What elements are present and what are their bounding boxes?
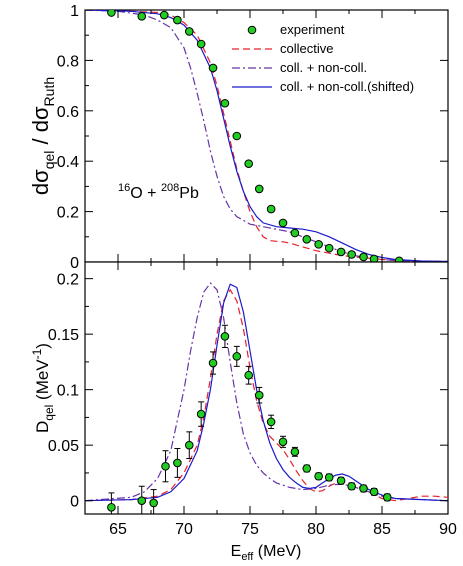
bottom-series-coll-non-coll-shifted- xyxy=(85,283,448,502)
bottom-experiment-point xyxy=(220,332,230,341)
bottom-experiment-point xyxy=(208,358,218,368)
top-ytick-label: 0.8 xyxy=(57,53,79,70)
bottom-experiment-point xyxy=(173,458,182,468)
bottom-experiment-point xyxy=(232,352,242,361)
bottom-experiment-point xyxy=(107,503,116,512)
panel-bottom: 0 0.05 0.1 0.15 0.2 Dqel (MeV-1) xyxy=(30,261,449,515)
bottom-experiment-point xyxy=(266,417,276,427)
x-tick-label: 90 xyxy=(439,521,457,538)
bottom-experiment-point xyxy=(302,464,312,473)
bottom-experiment-point xyxy=(184,440,194,450)
top-experiment-point xyxy=(266,204,276,214)
bottom-plot-frame xyxy=(84,261,449,515)
bottom-experiment-point xyxy=(149,498,158,508)
bottom-ytick-label: 0 xyxy=(70,494,79,511)
top-experiment-point xyxy=(244,159,253,169)
top-experiment-point xyxy=(107,10,116,17)
top-experiment-point xyxy=(336,247,346,257)
bottom-ytick-label: 0.1 xyxy=(57,383,79,400)
bottom-experiment-point xyxy=(244,370,253,380)
top-experiment-point xyxy=(347,250,356,259)
top-experiment-point xyxy=(173,15,182,25)
top-experiment-point xyxy=(159,10,169,20)
top-experiment-point xyxy=(369,254,379,262)
reaction-annotation: 16O + 208Pb xyxy=(118,182,199,202)
bottom-experiment-point xyxy=(382,493,392,502)
top-experiment-point xyxy=(290,228,300,238)
top-experiment-point xyxy=(208,63,218,73)
x-tick-label: 70 xyxy=(175,521,193,538)
x-tick-label: 80 xyxy=(307,521,325,538)
bottom-experiment-point xyxy=(137,496,147,505)
top-experiment-point xyxy=(314,240,323,249)
bottom-experiment-point xyxy=(314,471,323,481)
top-experiment-point xyxy=(220,98,230,108)
x-tick-label: 85 xyxy=(373,521,391,538)
bottom-ytick-label: 0.05 xyxy=(48,438,79,455)
top-experiment-point xyxy=(196,39,206,49)
bottom-experiment-point xyxy=(324,473,334,482)
bottom-y-axis-label: Dqel (MeV-1) xyxy=(30,343,56,433)
top-ytick-label: 0.2 xyxy=(57,205,79,222)
top-experiment-point xyxy=(359,252,368,262)
top-ytick-label: 1 xyxy=(70,3,79,20)
top-ytick-label: 0 xyxy=(70,255,79,272)
x-axis-label: Eeff (MeV) xyxy=(231,543,302,563)
top-experiment-point xyxy=(184,27,194,36)
legend-label: experiment xyxy=(280,22,345,37)
top-y-axis-label: dσqel / dσRuth xyxy=(28,77,57,195)
bottom-experiment-point xyxy=(278,437,288,447)
panel-top: 0 0.2 0.4 0.6 0.8 1 dσqel / dσRuth 16O + 208P… xyxy=(28,3,449,272)
bottom-experiment-point xyxy=(161,461,170,471)
top-experiment-point xyxy=(324,243,334,253)
bottom-experiment-point xyxy=(254,390,264,400)
top-plot-frame xyxy=(84,9,449,263)
bottom-ytick-label: 0.2 xyxy=(57,272,79,289)
top-experiment-point xyxy=(302,235,312,244)
top-experiment-point xyxy=(137,11,147,21)
bottom-experiment-point xyxy=(369,487,379,497)
top-experiment-point xyxy=(278,218,288,228)
top-ytick-label: 0.6 xyxy=(57,104,79,121)
top-experiment-point xyxy=(232,131,242,141)
top-experiment-point xyxy=(254,184,264,194)
bottom-ytick-label: 0.15 xyxy=(48,327,79,344)
legend: experiment collective coll. + non-coll. col… xyxy=(232,22,414,94)
x-tick-label: 75 xyxy=(241,521,259,538)
legend-label: coll. + non-coll.(shifted) xyxy=(280,79,414,94)
bottom-experiment-point xyxy=(196,409,206,419)
bottom-experiment-point xyxy=(336,476,346,485)
legend-label: coll. + non-coll. xyxy=(280,60,367,75)
legend-label: collective xyxy=(280,41,333,56)
x-tick-label: 65 xyxy=(109,521,127,538)
top-experiment-point xyxy=(394,256,404,262)
bottom-experiment-point xyxy=(290,447,300,457)
legend-marker xyxy=(247,25,257,35)
top-ytick-label: 0.4 xyxy=(57,154,79,171)
bottom-experiment-point xyxy=(359,484,368,493)
bottom-experiment-point xyxy=(347,481,356,491)
